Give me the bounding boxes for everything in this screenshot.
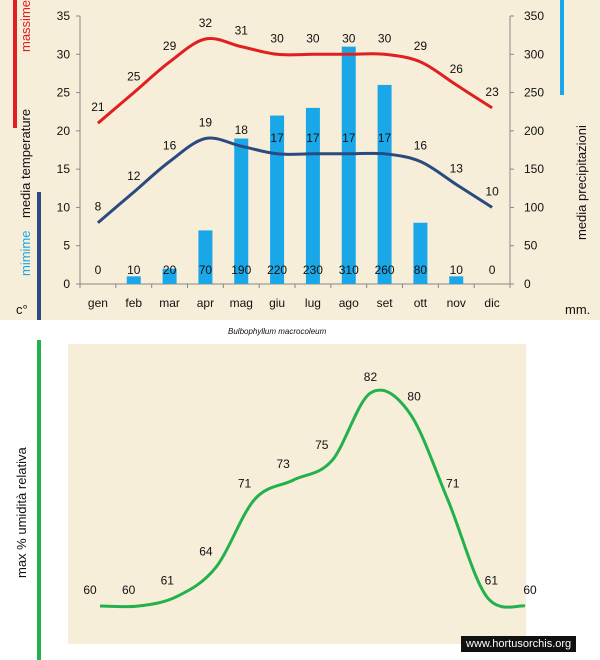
rain-bar-label: 190	[231, 263, 251, 277]
humidity-label: 60	[122, 583, 136, 597]
rain-bar-label: 20	[163, 263, 177, 277]
max-temp-label: 29	[163, 39, 177, 53]
left-tick-label: 20	[57, 124, 71, 138]
left-tick-label: 10	[57, 200, 71, 214]
humidity-label: 75	[315, 438, 329, 452]
rain-bar-label: 0	[95, 263, 102, 277]
min-temp-label: 8	[95, 200, 102, 214]
min-temp-line	[96, 136, 493, 224]
x-tick-label: mar	[159, 296, 180, 310]
right-tick-label: 300	[524, 47, 544, 61]
min-temp-label: 17	[270, 131, 284, 145]
rain-bar	[305, 107, 320, 284]
right-tick-label: 250	[524, 86, 544, 100]
humidity-label: 71	[238, 477, 252, 491]
rain-bar-label: 260	[375, 263, 395, 277]
rain-bar	[341, 46, 356, 284]
x-tick-label: apr	[197, 296, 214, 310]
humidity-label: 61	[485, 573, 499, 587]
rain-bar	[234, 138, 249, 284]
min-temp-label: 19	[199, 116, 213, 130]
max-temp-label: 29	[414, 39, 428, 53]
humidity-legend-bar	[37, 340, 41, 660]
bottom-chart-panel	[68, 344, 526, 644]
rain-bar-label: 10	[127, 263, 141, 277]
rain-bar-label: 0	[489, 263, 496, 277]
rain-bar	[198, 230, 213, 284]
min-temp-label: 10	[485, 184, 499, 198]
max-temp-line	[96, 36, 493, 125]
x-tick-label: set	[377, 296, 394, 310]
humidity-label: 71	[446, 477, 460, 491]
humidity-label: 60	[523, 583, 537, 597]
humidity-line	[99, 388, 526, 609]
left-tick-label: 5	[63, 239, 70, 253]
x-tick-label: giu	[269, 296, 285, 310]
min-temp-label: 18	[235, 123, 249, 137]
min-temp-label: 17	[342, 131, 356, 145]
x-tick-label: nov	[447, 296, 466, 310]
rain-bar	[413, 222, 428, 284]
rain-bar-label: 230	[303, 263, 323, 277]
max-temp-label: 25	[127, 70, 141, 84]
x-tick-label: ago	[339, 296, 359, 310]
left-tick-label: 25	[57, 86, 71, 100]
rain-bar-label: 220	[267, 263, 287, 277]
max-temp-label: 32	[199, 16, 213, 30]
max-temp-label: 23	[485, 85, 499, 99]
left-tick-label: 35	[57, 9, 71, 23]
left-tick-label: 15	[57, 162, 71, 176]
humidity-label: 82	[364, 370, 378, 384]
rain-bar	[126, 276, 141, 284]
rain-bar-label: 80	[414, 263, 428, 277]
x-tick-label: feb	[125, 296, 142, 310]
humidity-label: 80	[407, 389, 421, 403]
rain-bar	[377, 84, 392, 285]
caption-species: Bulbophyllum macrocoleum	[228, 327, 327, 336]
min-temp-label: 12	[127, 169, 141, 183]
right-tick-label: 150	[524, 162, 544, 176]
max-temp-label: 30	[270, 31, 284, 45]
humidity-label: 64	[199, 544, 213, 558]
left-tick-label: 30	[57, 47, 71, 61]
max-temp-label: 30	[306, 31, 320, 45]
min-temp-legend-bar	[37, 192, 41, 320]
x-tick-label: ott	[414, 296, 428, 310]
x-tick-label: gen	[88, 296, 108, 310]
right-tick-label: 100	[524, 200, 544, 214]
label-mm: mm.	[565, 302, 591, 317]
max-temp-label: 30	[378, 31, 392, 45]
max-temp-label: 31	[235, 24, 249, 38]
max-temp-legend-bar	[13, 0, 17, 128]
watermark: www.hortusorchis.org	[461, 636, 577, 652]
x-tick-label: mag	[230, 296, 253, 310]
max-temp-label: 26	[450, 62, 464, 76]
max-temp-label: 30	[342, 31, 356, 45]
rain-legend-bar	[560, 0, 564, 95]
right-tick-label: 50	[524, 239, 538, 253]
rain-bar	[270, 115, 285, 285]
right-tick-label: 200	[524, 124, 544, 138]
min-temp-label: 17	[378, 131, 392, 145]
max-temp-label: 21	[91, 100, 105, 114]
label-celsius: c°	[16, 302, 28, 317]
min-temp-label: 16	[414, 138, 428, 152]
right-tick-label: 0	[524, 277, 531, 291]
right-tick-label: 350	[524, 9, 544, 23]
left-tick-label: 0	[63, 277, 70, 291]
min-temp-label: 16	[163, 138, 177, 152]
min-temp-label: 13	[450, 161, 464, 175]
rain-bar	[162, 268, 177, 284]
humidity-label: 60	[83, 583, 97, 597]
rain-bar-label: 10	[450, 263, 464, 277]
min-temp-label: 17	[306, 131, 320, 145]
humidity-label: 61	[161, 573, 175, 587]
humidity-label: 73	[277, 457, 291, 471]
rain-bar-label: 70	[199, 263, 213, 277]
x-tick-label: lug	[305, 296, 321, 310]
rain-bar-label: 310	[339, 263, 359, 277]
x-tick-label: dic	[484, 296, 499, 310]
rain-bar	[449, 276, 464, 284]
